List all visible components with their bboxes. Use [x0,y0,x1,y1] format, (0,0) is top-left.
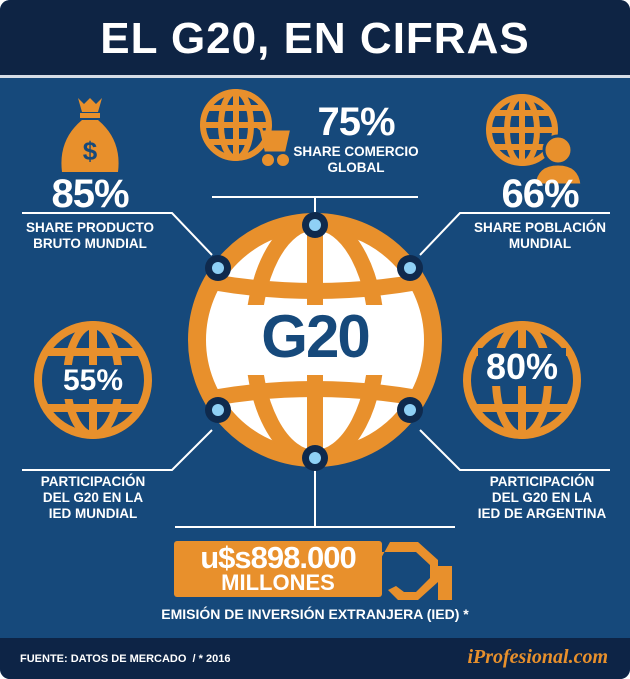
globe-icon [463,321,581,439]
stat-value: 75% [317,100,395,144]
source-note: FUENTE: DATOS DE MERCADO / * 2016 [20,653,231,665]
stat-label-line: SHARE POBLACIÓN [473,220,606,235]
stat-value: 80% [485,346,559,387]
plug-icon [352,542,438,600]
stat-label-line: SHARE PRODUCTO [25,220,154,235]
stat-label-line: IED DE ARGENTINA [477,506,607,521]
stat-label: PARTICIPACIÓN DEL G20 EN LA IED MUNDIAL [18,474,168,522]
footer: FUENTE: DATOS DE MERCADO / * 2016 iProfe… [0,638,630,679]
stat-label: PARTICIPACIÓN DEL G20 EN LA IED DE ARGENTI… [462,474,622,522]
svg-text:$: $ [83,136,98,166]
stat-value: 85% [51,172,129,216]
money-bag-icon: $ [61,98,119,172]
stat-label: SHARE POBLACIÓN MUNDIAL [455,220,625,252]
stat-label-line: BRUTO MUNDIAL [33,236,147,251]
center-label: G20 [261,303,370,370]
globe-icon [34,321,152,439]
stat-label-line: SHARE COMERCIO [293,144,419,159]
page-title: EL G20, EN CIFRAS [100,14,530,63]
stat-label-line: DEL G20 EN LA [491,490,593,505]
stat-label-line: GLOBAL [327,160,385,175]
connector-lines [22,196,610,528]
globe-person-icon [486,94,584,187]
stat-label: SHARE PRODUCTO BRUTO MUNDIAL [10,220,170,252]
stat-label: SHARE COMERCIO GLOBAL [276,144,436,176]
globe-cart-icon [200,89,290,166]
stat-label-line: PARTICIPACIÓN [40,474,146,489]
stat-label-line: DEL G20 EN LA [42,490,144,505]
stat-label-line: IED MUNDIAL [48,506,138,521]
main-globe-icon [188,213,442,467]
investment-label: EMISIÓN DE INVERSIÓN EXTRANJERA (IED) * [161,606,469,622]
brand-logo: iProfesional.com [467,646,608,668]
investment-amount: u$s898.000 [200,540,356,575]
stat-value: 55% [62,364,124,397]
stat-value: 66% [501,172,579,216]
investment-banner [174,541,452,600]
stat-label-line: MUNDIAL [508,236,572,251]
stat-label-line: PARTICIPACIÓN [489,474,595,489]
title-bar: EL G20, EN CIFRAS [0,0,630,78]
investment-unit: MILLONES [221,570,335,595]
